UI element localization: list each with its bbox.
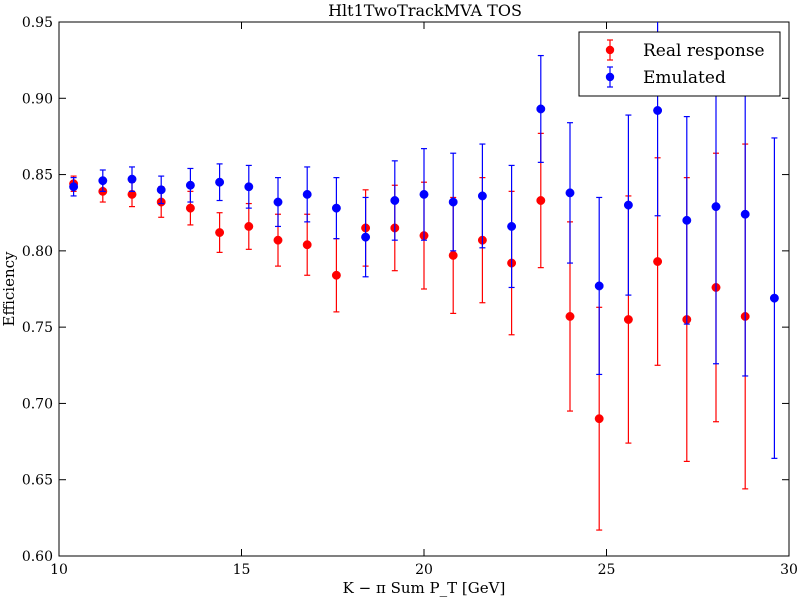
legend-marker	[605, 45, 615, 55]
series-layer	[69, 22, 779, 531]
data-point	[331, 270, 341, 280]
data-point	[594, 281, 604, 291]
axis-ticks: 10 15 20 25 30 0.60 0.65 0.70 0.75 0.80 0.85 0.90 0.…	[22, 15, 798, 578]
data-point	[331, 203, 341, 213]
y-tick-label: 0.70	[22, 396, 53, 412]
data-point	[156, 185, 166, 195]
data-point	[448, 197, 458, 207]
data-point	[244, 182, 254, 192]
legend-marker	[605, 72, 615, 82]
legend-label: Emulated	[643, 68, 726, 88]
legend-label: Real response	[643, 41, 765, 61]
data-point	[653, 257, 663, 266]
y-tick-label: 0.60	[22, 549, 53, 565]
data-point	[653, 106, 663, 115]
data-point	[448, 250, 458, 260]
data-point	[273, 197, 283, 207]
data-point	[127, 174, 137, 184]
data-point	[69, 182, 79, 192]
y-tick-label: 0.95	[22, 15, 53, 31]
data-point	[361, 232, 371, 242]
data-point	[98, 176, 108, 186]
x-tick-label: 10	[50, 562, 68, 578]
data-point	[185, 180, 195, 190]
data-point	[769, 293, 779, 303]
data-point	[477, 191, 487, 201]
data-point	[215, 228, 225, 237]
legend-box	[578, 31, 781, 97]
legend: Real response Emulated	[578, 31, 781, 97]
data-point	[185, 203, 195, 213]
y-tick-label: 0.90	[22, 91, 53, 107]
data-point	[594, 414, 604, 424]
data-point	[623, 315, 633, 324]
data-point	[419, 189, 429, 199]
y-axis-label: Efficiency	[0, 251, 18, 327]
y-tick-label: 0.65	[22, 473, 53, 489]
x-axis-label: K − π Sum P_T [GeV]	[343, 579, 506, 597]
x-tick-label: 25	[598, 562, 616, 578]
x-tick-label: 30	[780, 562, 798, 578]
data-point	[565, 188, 575, 198]
y-tick-label: 0.80	[22, 244, 53, 260]
data-point	[623, 200, 633, 210]
data-point	[215, 177, 225, 187]
data-point	[682, 215, 692, 225]
x-tick-label: 15	[233, 562, 251, 578]
data-point	[536, 196, 546, 205]
series-emulated	[69, 22, 779, 459]
chart-title: Hlt1TwoTrackMVA TOS	[328, 1, 522, 20]
data-point	[302, 189, 312, 199]
data-point	[507, 221, 517, 231]
data-point	[711, 202, 721, 212]
data-point	[244, 221, 254, 231]
data-point	[302, 240, 312, 250]
data-point	[273, 235, 283, 245]
y-tick-label: 0.75	[22, 320, 53, 336]
data-point	[565, 312, 575, 321]
data-point	[390, 196, 400, 205]
data-point	[536, 104, 546, 114]
x-tick-label: 20	[415, 562, 433, 578]
data-point	[740, 209, 750, 219]
y-tick-label: 0.85	[22, 168, 53, 184]
